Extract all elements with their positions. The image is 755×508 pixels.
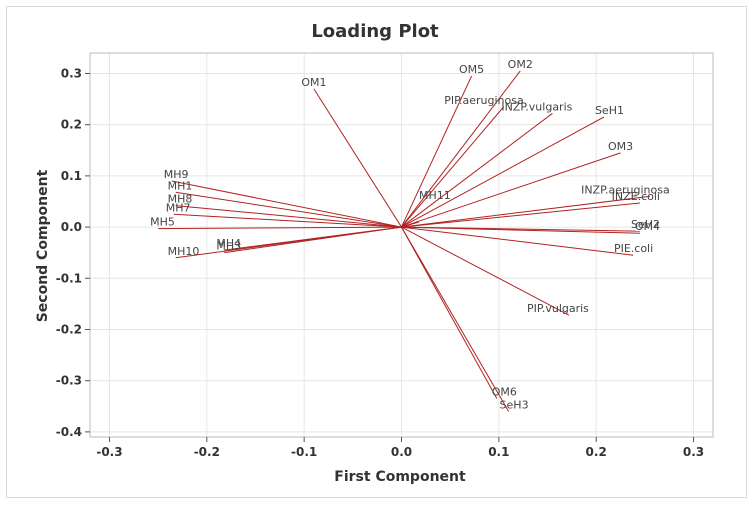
loading-vector-OM3 bbox=[401, 152, 621, 228]
x-tick-label: 0.1 bbox=[488, 445, 509, 459]
loading-label-MH5: MH5 bbox=[150, 216, 175, 229]
loading-vector-PIP.aeruginosa bbox=[401, 106, 505, 228]
loading-label-SeH3: SeH3 bbox=[500, 398, 529, 411]
loading-vector-PIP.vulgaris bbox=[401, 226, 570, 316]
loading-label-OM1: OM1 bbox=[301, 76, 326, 89]
loading-label-OM4: OM4 bbox=[635, 220, 660, 233]
loading-vector-MH9 bbox=[171, 180, 402, 228]
loading-label-MH8: MH8 bbox=[168, 193, 193, 206]
y-tick-label: 0.0 bbox=[61, 220, 82, 234]
loading-label-INZP.vulgaris: INZP.vulgaris bbox=[501, 100, 572, 113]
x-tick-label: -0.3 bbox=[96, 445, 122, 459]
loading-vector-MH5 bbox=[158, 226, 402, 230]
loading-label-MH3: MH3 bbox=[216, 240, 241, 253]
y-tick-label: 0.3 bbox=[61, 66, 82, 80]
loading-vector-MH11 bbox=[401, 221, 420, 228]
loading-label-OM5: OM5 bbox=[459, 63, 484, 76]
x-axis-title: First Component bbox=[334, 469, 466, 485]
loading-label-PIE.coli: PIE.coli bbox=[614, 242, 653, 255]
loading-label-OM2: OM2 bbox=[508, 58, 533, 71]
loading-vector-PIE.coli bbox=[401, 226, 634, 256]
y-tick-label: -0.3 bbox=[56, 374, 82, 388]
y-tick-label: 0.1 bbox=[61, 169, 82, 183]
loading-lines bbox=[158, 70, 650, 412]
y-tick-label: 0.2 bbox=[61, 118, 82, 132]
loading-vector-OM5 bbox=[401, 75, 473, 228]
axis-ticks: -0.3 -0.2 -0.1 0.0 0.1 0.2 0.3 -0.4 -0.3 -0.2 -0.1… bbox=[56, 66, 704, 459]
loading-label-MH7: MH7 bbox=[166, 201, 191, 214]
loading-label-PIP.vulgaris: PIP.vulgaris bbox=[527, 302, 589, 315]
loading-label-SeH1: SeH1 bbox=[595, 104, 624, 117]
x-tick-label: -0.1 bbox=[291, 445, 317, 459]
loading-label-OM6: OM6 bbox=[492, 386, 517, 399]
loading-label-MH10: MH10 bbox=[168, 245, 200, 258]
loading-vector-MH8 bbox=[175, 205, 402, 228]
loading-label-MH1: MH1 bbox=[168, 179, 193, 192]
loading-label-OM3: OM3 bbox=[608, 140, 633, 153]
loading-vector-SeH1 bbox=[401, 116, 605, 228]
y-tick-label: -0.1 bbox=[56, 271, 82, 285]
loading-label-MH9: MH9 bbox=[164, 168, 189, 181]
x-tick-label: 0.2 bbox=[586, 445, 607, 459]
loading-vector-MH4 bbox=[224, 226, 402, 251]
loading-label-PIP.aeruginosa: PIP.aeruginosa bbox=[444, 94, 524, 107]
x-tick-label: 0.0 bbox=[391, 445, 412, 459]
x-tick-label: -0.2 bbox=[194, 445, 220, 459]
loading-vector-OM6 bbox=[401, 226, 498, 399]
y-tick-label: -0.4 bbox=[56, 425, 82, 439]
plot-frame bbox=[6, 6, 747, 498]
loading-label-MH4: MH4 bbox=[216, 237, 241, 250]
loading-vector-INZP.aeruginosa bbox=[401, 195, 650, 228]
loading-vector-OM4 bbox=[401, 226, 641, 234]
loading-vector-OM1 bbox=[313, 88, 402, 228]
loading-label-INZE.coli: INZE.coli bbox=[612, 190, 660, 203]
loading-vector-MH1 bbox=[175, 191, 402, 228]
y-axis-title: Second Component bbox=[35, 169, 51, 322]
loading-vector-INZP.vulgaris bbox=[401, 113, 553, 228]
y-tick-label: -0.2 bbox=[56, 322, 82, 336]
loading-vector-MH7 bbox=[173, 213, 402, 228]
loading-label-INZP.aeruginosa: INZP.aeruginosa bbox=[581, 183, 670, 196]
x-tick-label: 0.3 bbox=[683, 445, 704, 459]
loading-vector-SeH3 bbox=[401, 226, 510, 412]
loading-label-SeH2: SeH2 bbox=[631, 218, 660, 231]
loading-label-MH11: MH11 bbox=[419, 189, 451, 202]
loading-vector-OM2 bbox=[401, 70, 521, 228]
chart-title: Loading Plot bbox=[311, 21, 439, 42]
grid-lines bbox=[90, 53, 713, 437]
loading-vector-INZE.coli bbox=[401, 202, 641, 228]
